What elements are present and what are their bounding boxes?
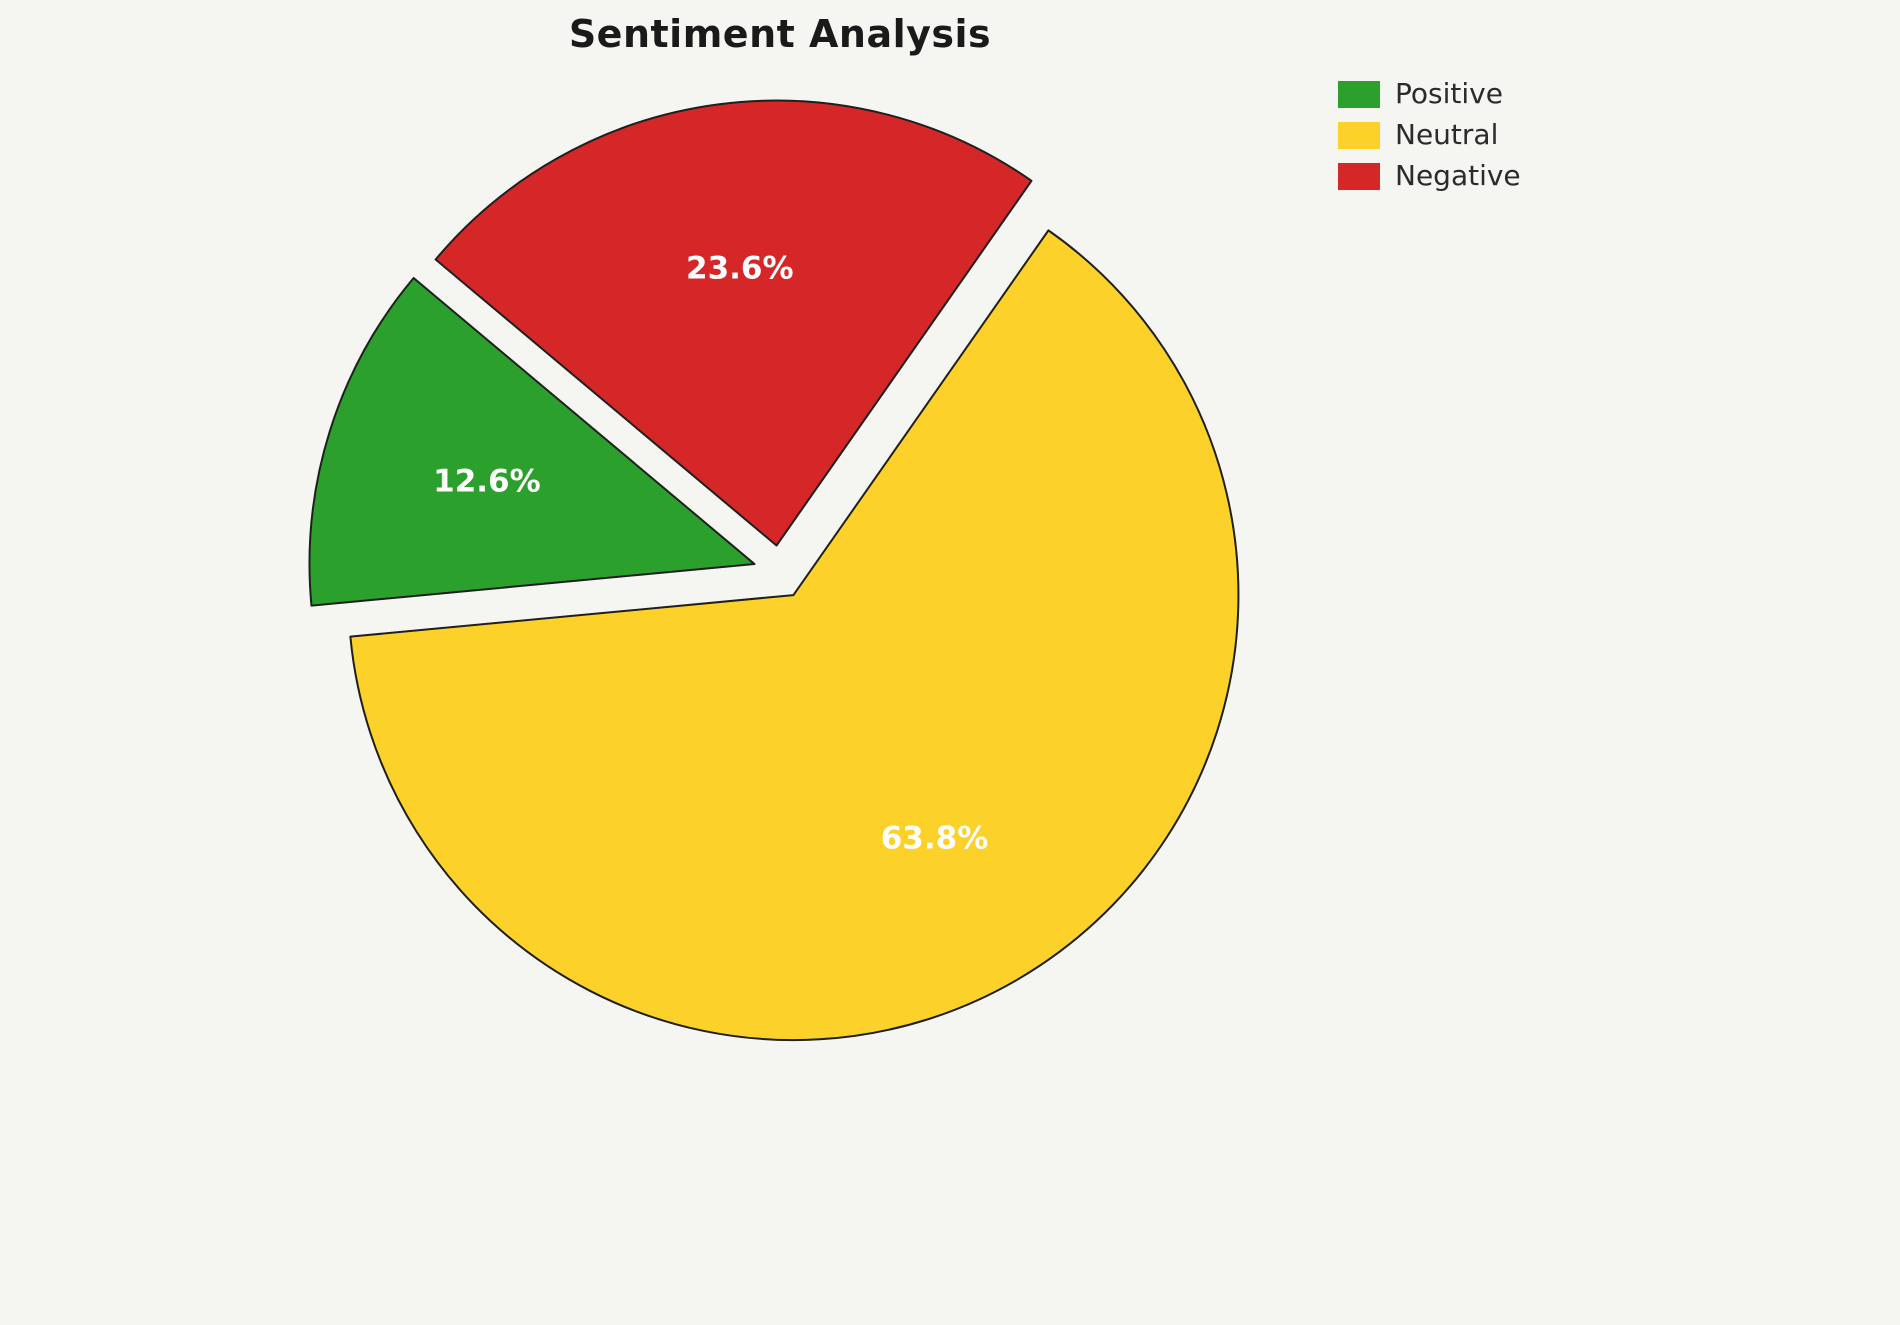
chart-title: Sentiment Analysis: [568, 12, 992, 56]
legend-item-neutral: Neutral: [1338, 121, 1521, 149]
legend-item-positive: Positive: [1338, 80, 1521, 108]
legend-item-negative: Negative: [1338, 162, 1521, 190]
legend-swatch-positive: [1338, 80, 1380, 108]
legend: Positive Neutral Negative: [1338, 80, 1521, 190]
legend-swatch-neutral: [1338, 121, 1380, 149]
pie-slice-positive: [308, 277, 756, 607]
legend-swatch-negative: [1338, 162, 1380, 190]
pie-slice-neutral: [349, 229, 1240, 1042]
legend-label-neutral: Neutral: [1395, 118, 1499, 151]
slice-percentage-neutral: 63.8%: [881, 820, 989, 856]
slice-percentage-positive: 12.6%: [433, 463, 541, 499]
legend-label-negative: Negative: [1395, 159, 1521, 192]
legend-label-positive: Positive: [1395, 77, 1503, 110]
slice-percentage-negative: 23.6%: [686, 250, 794, 286]
pie-slice-negative: [434, 99, 1033, 547]
